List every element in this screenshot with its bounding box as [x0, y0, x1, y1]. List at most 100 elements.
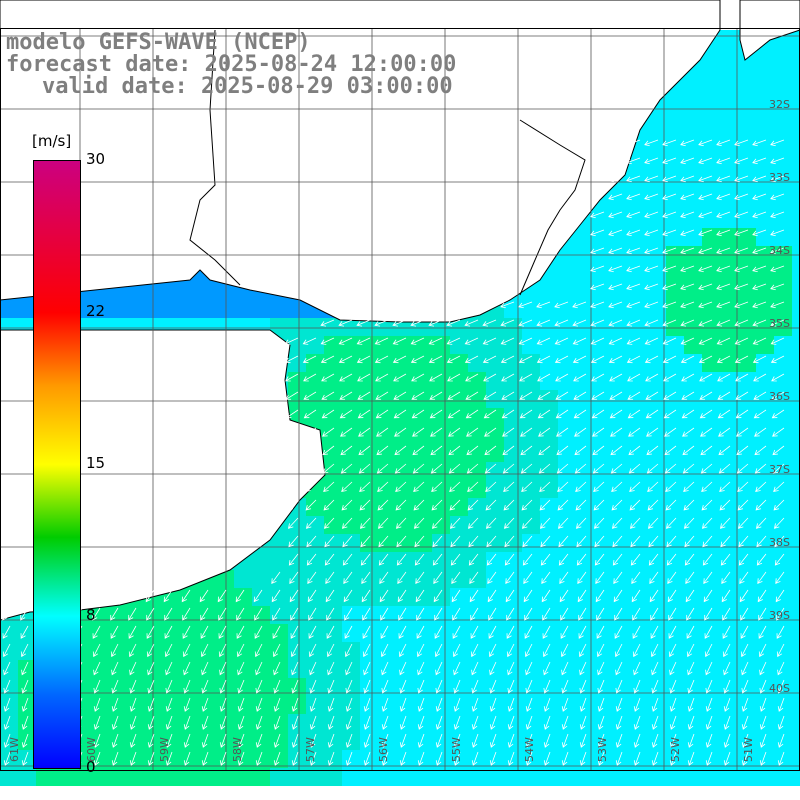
field-cell: [378, 426, 396, 444]
field-cell: [756, 390, 774, 408]
wind-arrow: [375, 373, 389, 382]
wind-arrow: [507, 715, 515, 730]
wind-arrow: [701, 481, 713, 493]
wind-arrow: [201, 697, 209, 712]
wind-arrow: [668, 643, 677, 658]
field-cell: [360, 714, 378, 732]
field-cell: [522, 696, 540, 714]
wind-arrow: [430, 445, 443, 456]
wind-arrow: [465, 373, 479, 382]
wind-arrow: [235, 589, 245, 603]
field-cell: [504, 390, 522, 408]
field-cell: [612, 228, 630, 246]
field-cell: [216, 696, 234, 714]
wind-arrow: [662, 139, 677, 147]
wind-arrow: [775, 589, 785, 603]
field-cell: [432, 480, 450, 498]
field-cell: [684, 264, 702, 282]
wind-arrow: [362, 625, 371, 639]
field-cell: [648, 480, 666, 498]
field-cell: [414, 768, 432, 786]
wind-arrow: [393, 391, 407, 400]
field-cell: [666, 570, 684, 588]
field-cell: [720, 102, 738, 120]
field-cell: [468, 552, 486, 570]
field-cell: [774, 570, 792, 588]
wind-arrow: [219, 679, 227, 694]
field-cell: [0, 624, 18, 642]
wind-arrow: [146, 625, 155, 639]
field-cell: [612, 642, 630, 660]
wind-arrow: [592, 427, 605, 437]
wind-arrow: [446, 319, 461, 327]
field-cell: [288, 588, 306, 606]
wind-arrow: [770, 319, 785, 327]
wind-arrow: [433, 589, 443, 603]
wind-arrow: [145, 589, 155, 603]
wind-arrow: [323, 517, 335, 529]
field-cell: [738, 624, 756, 642]
field-cell: [504, 606, 522, 624]
lat-label: 37S: [769, 463, 790, 476]
wind-arrow: [484, 463, 497, 474]
wind-arrow: [757, 589, 767, 603]
wind-arrow: [398, 643, 407, 658]
field-cell: [702, 570, 720, 588]
wind-arrow: [360, 535, 371, 548]
wind-arrow: [608, 139, 623, 147]
field-cell: [666, 174, 684, 192]
wind-arrow: [471, 715, 479, 730]
wind-arrow: [519, 391, 533, 400]
wind-arrow: [507, 697, 515, 712]
field-cell: [756, 228, 774, 246]
wind-arrow: [680, 301, 695, 309]
wind-arrow: [644, 175, 659, 183]
field-cell: [684, 768, 702, 786]
field-cell: [684, 120, 702, 138]
wind-arrow: [665, 481, 677, 493]
wind-arrow: [633, 733, 641, 748]
lat-label: 32S: [769, 98, 790, 111]
field-cell: [702, 642, 720, 660]
field-cell: [720, 660, 738, 678]
field-cell: [666, 120, 684, 138]
field-cell: [558, 390, 576, 408]
field-cell: [630, 462, 648, 480]
wind-arrow: [609, 409, 623, 419]
field-cell: [342, 462, 360, 480]
field-cell: [270, 300, 288, 318]
field-cell: [576, 300, 594, 318]
wind-arrow: [163, 589, 173, 603]
wind-arrow: [399, 697, 407, 712]
wind-arrow: [471, 661, 479, 676]
wind-arrow: [448, 445, 461, 456]
wind-arrow: [506, 607, 515, 621]
wind-arrow: [716, 157, 731, 165]
field-cell: [612, 300, 630, 318]
wind-arrow: [380, 643, 389, 658]
field-cell: [648, 426, 666, 444]
wind-arrow: [561, 733, 569, 748]
field-cell: [774, 282, 792, 300]
wind-arrow: [577, 571, 587, 584]
field-cell: [378, 372, 396, 390]
wind-arrow: [504, 553, 515, 566]
field-cell: [414, 516, 432, 534]
field-cell: [396, 516, 414, 534]
wind-arrow: [506, 625, 515, 639]
field-cell: [450, 408, 468, 426]
field-cell: [612, 732, 630, 750]
wind-arrow: [573, 391, 587, 400]
wind-arrow: [662, 301, 677, 309]
wind-arrow: [237, 661, 245, 676]
wind-arrow: [435, 733, 443, 748]
wind-arrow: [271, 589, 281, 603]
wind-arrow: [626, 193, 641, 201]
field-cell: [558, 282, 576, 300]
field-cell: [468, 732, 486, 750]
wind-arrow: [308, 643, 317, 658]
wind-arrow: [667, 589, 677, 603]
wind-arrow: [740, 607, 749, 621]
wind-arrow: [327, 751, 335, 766]
wind-arrow: [537, 391, 551, 400]
